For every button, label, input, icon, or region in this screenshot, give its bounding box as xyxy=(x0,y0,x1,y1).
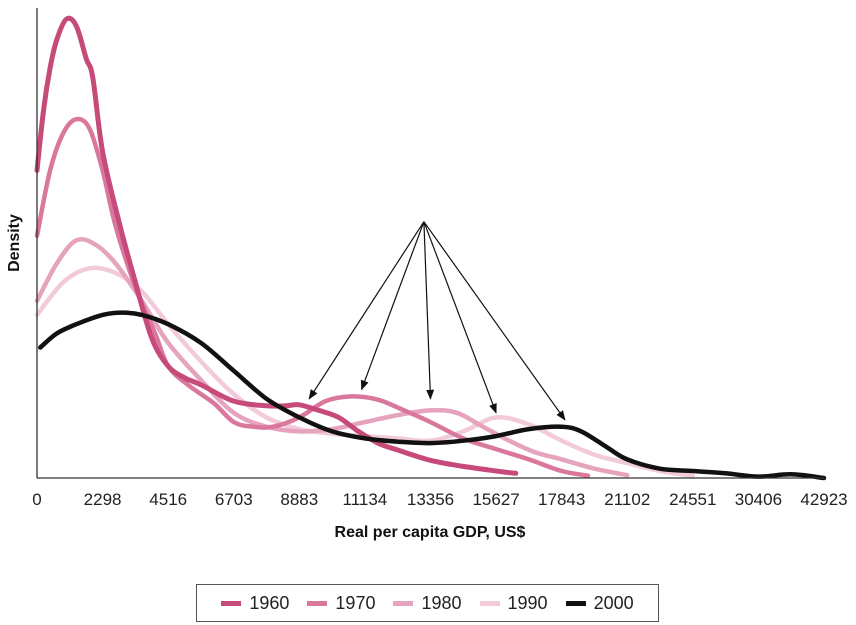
x-tick-label: 2298 xyxy=(84,490,122,509)
density-chart: 0 2298 4516 6703 8883 11134 13356 15627 17843 211… xyxy=(6,8,848,541)
legend-item-1980: 1980 xyxy=(393,592,462,614)
annotation-arrow-4 xyxy=(423,221,497,414)
annotation-arrow-2 xyxy=(360,221,425,391)
series-layer xyxy=(34,15,827,481)
legend-swatch xyxy=(221,600,242,606)
x-tick-label: 13356 xyxy=(407,490,454,509)
annotation-arrow-3 xyxy=(423,221,435,400)
series-line-1970 xyxy=(34,116,591,478)
x-axis-title: Real per capita GDP, US$ xyxy=(335,524,526,541)
x-tick-label: 30406 xyxy=(735,490,782,509)
x-tick-label: 17843 xyxy=(538,490,585,509)
x-tick-label: 21102 xyxy=(604,490,650,509)
legend-item-2000: 2000 xyxy=(565,592,634,614)
series-line-2000 xyxy=(38,310,827,481)
legend-label: 1970 xyxy=(335,592,376,613)
annotation-arrows xyxy=(308,221,566,421)
x-tick-label: 24551 xyxy=(669,490,716,509)
legend-label: 1980 xyxy=(421,592,462,613)
annotation-arrow-5 xyxy=(423,221,566,421)
legend-item-1960: 1960 xyxy=(221,593,289,614)
legend-item-1990: 1990 xyxy=(479,592,548,614)
legend-label: 1960 xyxy=(249,592,290,613)
legend-swatch xyxy=(479,600,500,606)
x-tick-label: 15627 xyxy=(472,490,519,509)
legend-item-1970: 1970 xyxy=(307,593,375,614)
legend-swatch xyxy=(565,600,586,606)
legend-swatch xyxy=(393,600,414,606)
series-line-1990 xyxy=(34,265,696,478)
x-tick-label: 6703 xyxy=(215,490,253,509)
x-tick-label: 11134 xyxy=(343,490,388,509)
x-tick-label: 8883 xyxy=(280,490,318,509)
legend: 1960 1970 1980 1990 2000 xyxy=(196,584,659,622)
annotation-arrow-1 xyxy=(308,221,425,400)
x-tick-layer: 0 2298 4516 6703 8883 11134 13356 15627 17843 211… xyxy=(32,490,847,509)
x-tick-label: 42923 xyxy=(800,490,847,509)
x-tick-label: 0 xyxy=(32,490,41,509)
legend-label: 1990 xyxy=(507,592,548,613)
series-line-1960 xyxy=(34,15,519,476)
series-line-1980 xyxy=(34,236,630,478)
legend-label: 2000 xyxy=(593,592,634,613)
legend-swatch xyxy=(307,600,328,606)
y-axis-title: Density xyxy=(6,214,23,272)
x-tick-label: 4516 xyxy=(149,490,187,509)
